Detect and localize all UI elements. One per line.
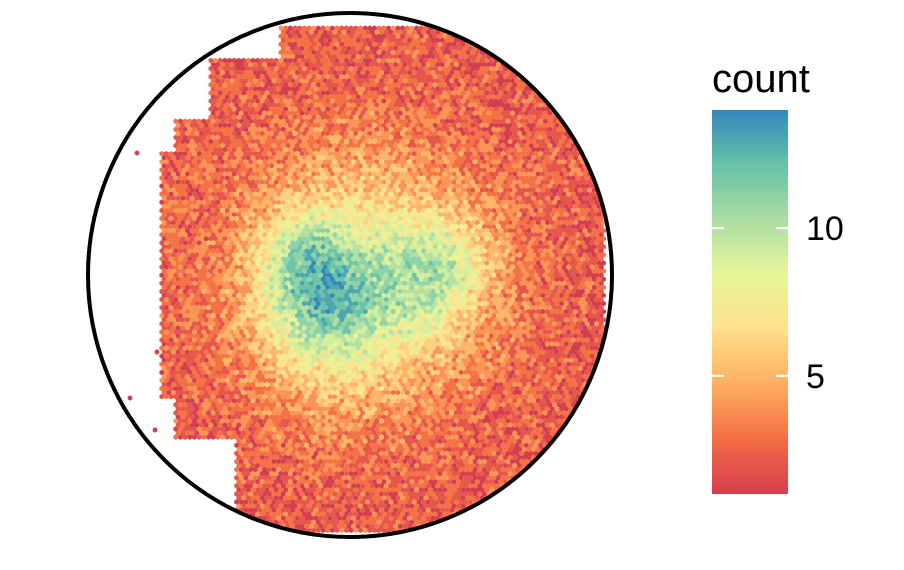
hexbin-cells: [159, 25, 606, 534]
hexbin-cells: [278, 227, 457, 347]
hexbin-cells: [252, 195, 482, 384]
hexbin-cells: [309, 260, 345, 315]
hexbin-cells: [159, 25, 606, 534]
plot-boundary-circle: [86, 11, 614, 539]
hexbin-cells: [283, 236, 438, 335]
hexbin-cells: [196, 110, 529, 453]
hexbin-cells: [224, 151, 511, 420]
legend-ticks: 5 10: [712, 210, 844, 396]
hexbin-outlier: [152, 427, 158, 433]
hexbin-outlier: [154, 349, 160, 355]
hexbin-cells: [159, 25, 606, 534]
hexbin-cells: [290, 244, 370, 327]
color-legend: count 5 10: [712, 57, 844, 494]
hexbin-outlier: [127, 395, 133, 401]
legend-tick-label: 10: [806, 210, 844, 248]
hexbin-outlier: [169, 377, 175, 383]
legend-colorbar: [712, 110, 788, 494]
hexbin-cells: [266, 215, 466, 359]
legend-tick-label: 5: [806, 358, 825, 396]
legend-title: count: [712, 57, 810, 101]
hexbin-cells: [262, 207, 475, 371]
hexbin-outlier: [572, 342, 578, 348]
hexbin-outlier: [134, 150, 140, 156]
hexbin-outlier: [557, 469, 563, 475]
hexbin-layer: [127, 25, 606, 534]
